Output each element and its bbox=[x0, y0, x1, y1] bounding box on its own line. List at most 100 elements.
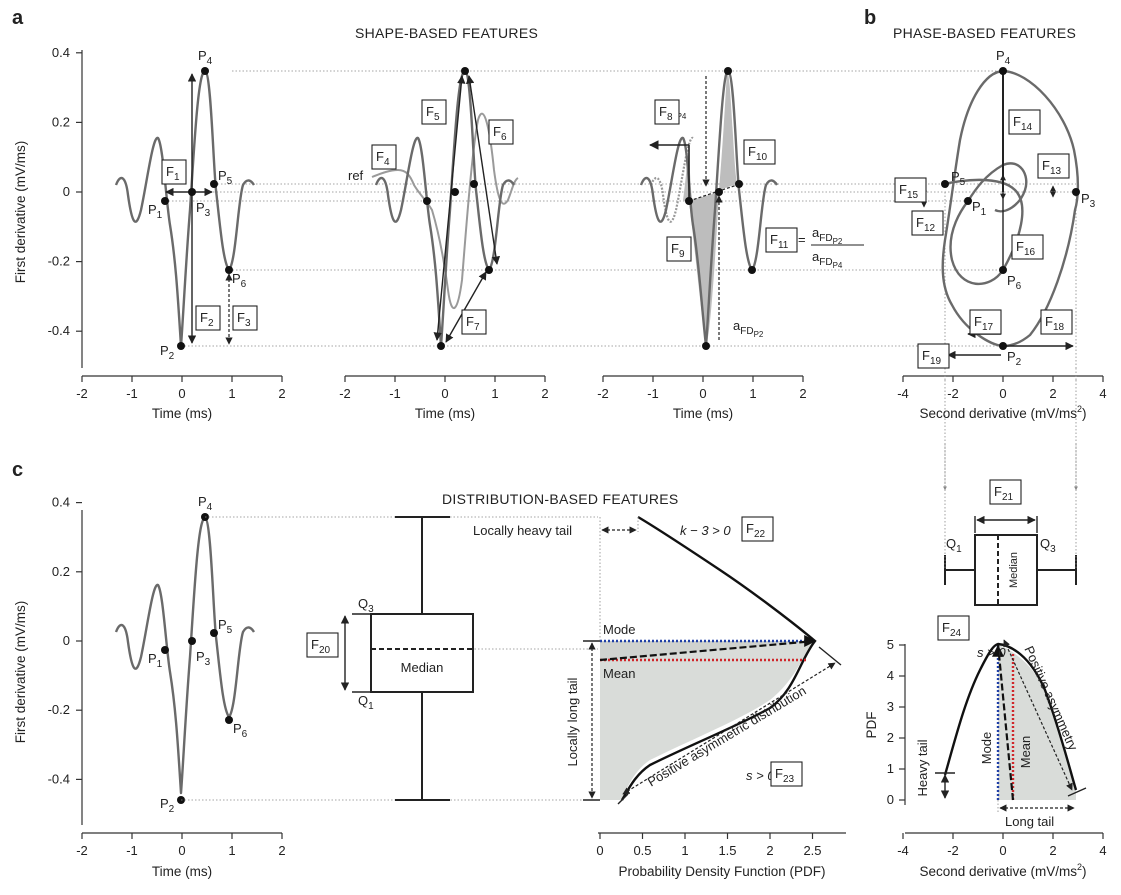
x-axis-label-time: Time (ms) bbox=[152, 864, 212, 879]
mode-label: Mode bbox=[603, 622, 636, 637]
point-label-p3: P3 bbox=[1081, 191, 1096, 210]
x-axis-label-pdf: Probability Density Function (PDF) bbox=[618, 864, 825, 879]
point-p2 bbox=[999, 342, 1007, 350]
point-p4 bbox=[999, 67, 1007, 75]
long-tail-label: Long tail bbox=[1005, 814, 1054, 829]
x-tick-label: -2 bbox=[76, 843, 88, 858]
x-tick-label: 1 bbox=[681, 843, 688, 858]
x-tick-label: 1.5 bbox=[718, 843, 736, 858]
svg-text:F22: F22 bbox=[746, 521, 766, 540]
feature-box-f4: F4 bbox=[371, 144, 397, 170]
x-tick-label: 2 bbox=[1049, 386, 1056, 401]
afd-p2-label: aFDP2 bbox=[733, 318, 764, 339]
x-tick-label: -2 bbox=[947, 386, 959, 401]
x-tick-label: 4 bbox=[1099, 843, 1106, 858]
y-tick-label: -0.2 bbox=[48, 254, 70, 269]
x-axis-pdf: 0 0.5 1 1.5 2 2.5 bbox=[596, 832, 846, 858]
svg-text:F24: F24 bbox=[942, 620, 962, 639]
point-p3 bbox=[1072, 188, 1080, 196]
phase-plot: P4 P5 P1 P3 P6 P2 bbox=[907, 48, 1096, 368]
x-tick-label: 1 bbox=[228, 386, 235, 401]
svg-text:F5: F5 bbox=[426, 104, 440, 123]
y-axis-top: 0.4 0.2 0 -0.2 -0.4 First derivative (mV/ms) bbox=[13, 45, 83, 368]
point-label-p1: P1 bbox=[148, 202, 163, 221]
f11-denominator: aFDP4 bbox=[812, 249, 843, 270]
locally-heavy-tail-label: Locally heavy tail bbox=[473, 523, 572, 538]
feature-box-f1: F1 bbox=[161, 159, 187, 185]
svg-text:F4: F4 bbox=[376, 149, 390, 168]
f11-numerator: aFDP2 bbox=[812, 225, 843, 246]
x-tick-label: 1 bbox=[749, 386, 756, 401]
section-phase-title: PHASE-BASED FEATURES bbox=[893, 25, 1076, 41]
point-label-p2: P2 bbox=[1007, 349, 1022, 368]
x-tick-label: -4 bbox=[897, 843, 909, 858]
x-tick-label: -1 bbox=[126, 386, 138, 401]
feature-box-f16: F16 bbox=[1011, 234, 1044, 260]
feature-box-f24: F24 bbox=[937, 615, 970, 641]
svg-text:F10: F10 bbox=[748, 144, 768, 163]
point-marker bbox=[423, 197, 431, 205]
x-tick-label: 4 bbox=[1099, 386, 1106, 401]
mean-label-h: Mean bbox=[1018, 736, 1033, 769]
point-marker bbox=[461, 67, 469, 75]
feature-box-f3: F3 bbox=[232, 305, 258, 331]
y-tick-label: 0 bbox=[887, 792, 894, 807]
feature-box-f9: F9 bbox=[666, 236, 692, 262]
x-tick-label: 2 bbox=[541, 386, 548, 401]
point-p6 bbox=[225, 716, 233, 724]
y-axis-label-bottom: First derivative (mV/ms) bbox=[13, 601, 28, 744]
mode-label-h: Mode bbox=[979, 732, 994, 765]
point-label-p6: P6 bbox=[232, 271, 247, 290]
feature-box-f19: F19 bbox=[917, 343, 950, 369]
x-tick-label: -2 bbox=[339, 386, 351, 401]
y-tick-label: 0.2 bbox=[52, 114, 70, 129]
x-tick-label: -2 bbox=[597, 386, 609, 401]
shape-plot-1: P1 P2 P3 P4 P5 P6 bbox=[114, 48, 256, 362]
x-tick-label: 0.5 bbox=[633, 843, 651, 858]
point-marker bbox=[437, 342, 445, 350]
point-marker bbox=[735, 180, 743, 188]
svg-text:F6: F6 bbox=[493, 124, 507, 143]
y-tick-label: 2 bbox=[887, 730, 894, 745]
y-tick-label: -0.4 bbox=[48, 771, 70, 786]
x-tick-label: 0 bbox=[699, 386, 706, 401]
y-axis-label-pdf: PDF bbox=[864, 712, 879, 739]
point-label-p4: P4 bbox=[198, 48, 213, 67]
svg-text:F20: F20 bbox=[311, 637, 331, 656]
section-distribution-title: DISTRIBUTION-BASED FEATURES bbox=[442, 491, 679, 507]
point-label-p5: P5 bbox=[218, 168, 233, 187]
waveform-c bbox=[114, 516, 256, 795]
x-tick-label: 2 bbox=[278, 843, 285, 858]
x-axis-label-time: Time (ms) bbox=[152, 406, 212, 421]
feature-box-f7: F7 bbox=[461, 309, 487, 335]
y-tick-label: -0.2 bbox=[48, 702, 70, 717]
point-marker bbox=[685, 197, 693, 205]
x-tick-label: 1 bbox=[228, 843, 235, 858]
point-p6 bbox=[225, 266, 233, 274]
feature-box-f23: F23 bbox=[770, 761, 803, 787]
skew-condition-1: s > 0 bbox=[746, 768, 775, 783]
feature-box-f14: F14 bbox=[1008, 109, 1041, 135]
feature-box-f22: F22 bbox=[741, 516, 774, 542]
feature-box-f12: F12 bbox=[911, 210, 944, 236]
feature-box-f13: F13 bbox=[1037, 153, 1070, 179]
feature-box-f2: F2 bbox=[195, 305, 221, 331]
boxplot-vertical: Median Q3 Q1 bbox=[340, 516, 474, 801]
x-tick-label: -4 bbox=[897, 386, 909, 401]
svg-text:F7: F7 bbox=[466, 314, 480, 333]
x-tick-label: 2 bbox=[766, 843, 773, 858]
panel-label-c: c bbox=[12, 459, 23, 481]
x-tick-label: -1 bbox=[389, 386, 401, 401]
point-marker bbox=[470, 180, 478, 188]
kurtosis-condition: k − 3 > 0 bbox=[680, 523, 731, 538]
panel-label-a: a bbox=[12, 7, 24, 29]
point-label-p2: P2 bbox=[160, 343, 175, 362]
svg-text:F18: F18 bbox=[1045, 314, 1065, 333]
heavy-tail-label: Heavy tail bbox=[915, 739, 930, 796]
svg-text:F13: F13 bbox=[1042, 158, 1062, 177]
x-tick-label: 2 bbox=[1049, 843, 1056, 858]
point-p3 bbox=[188, 188, 196, 196]
y-tick-label: 0 bbox=[63, 633, 70, 648]
point-marker bbox=[451, 188, 459, 196]
y-tick-label: 0 bbox=[63, 184, 70, 199]
